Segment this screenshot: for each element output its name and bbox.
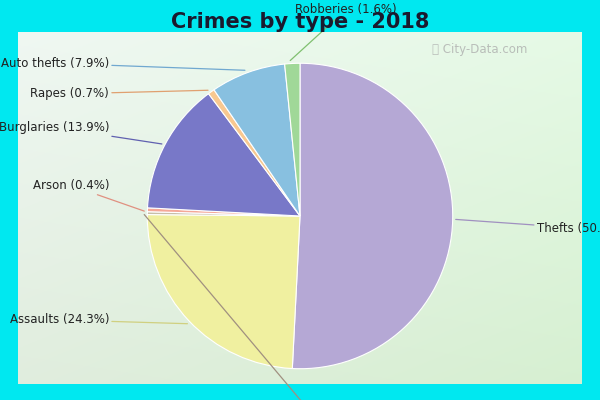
Text: Auto thefts (7.9%): Auto thefts (7.9%) — [1, 57, 245, 70]
Wedge shape — [292, 63, 453, 369]
Wedge shape — [284, 63, 300, 216]
Text: Rapes (0.7%): Rapes (0.7%) — [31, 87, 208, 100]
Wedge shape — [209, 90, 300, 216]
Text: Burglaries (13.9%): Burglaries (13.9%) — [0, 121, 162, 144]
Text: Arson (0.4%): Arson (0.4%) — [32, 179, 144, 211]
Text: Crimes by type - 2018: Crimes by type - 2018 — [171, 12, 429, 32]
Text: Murders (0.3%): Murders (0.3%) — [144, 214, 368, 400]
Wedge shape — [148, 208, 300, 216]
Wedge shape — [147, 212, 300, 216]
Wedge shape — [214, 64, 300, 216]
Text: ⓘ City-Data.com: ⓘ City-Data.com — [433, 44, 527, 56]
Text: Robberies (1.6%): Robberies (1.6%) — [290, 3, 397, 60]
Text: Assaults (24.3%): Assaults (24.3%) — [10, 313, 187, 326]
Wedge shape — [148, 94, 300, 216]
Wedge shape — [147, 214, 300, 368]
Text: Thefts (50.7%): Thefts (50.7%) — [456, 220, 600, 235]
